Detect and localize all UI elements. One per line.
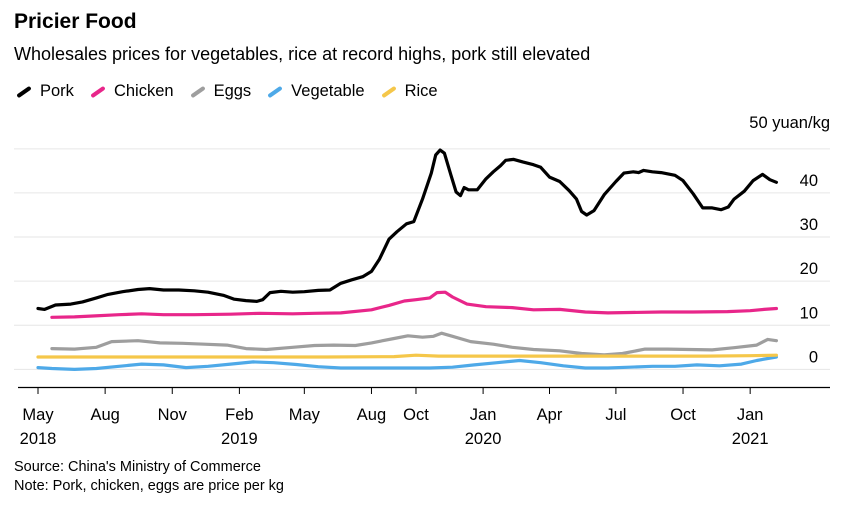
- x-year-label: 2021: [732, 430, 769, 448]
- x-tick-label: Aug: [357, 406, 386, 424]
- series-line-chicken: [50, 290, 778, 319]
- x-tick-label: Nov: [158, 406, 188, 424]
- series-line-vegetable: [36, 355, 778, 371]
- x-tick-label: May: [289, 406, 321, 424]
- legend-label-rice: Rice: [404, 82, 438, 100]
- legend-label-eggs: Eggs: [213, 82, 252, 100]
- legend-item-rice: Rice: [380, 82, 438, 101]
- legend-label-vegetable: Vegetable: [291, 82, 365, 100]
- legend-item-pork: Pork: [16, 82, 74, 101]
- series-line-eggs: [50, 331, 778, 357]
- legend-item-chicken: Chicken: [90, 82, 174, 101]
- series-lines: [36, 148, 778, 371]
- chart-subtitle: Wholesales prices for vegetables, rice a…: [14, 44, 591, 64]
- x-year-label: 2018: [20, 430, 57, 448]
- chart-legend: Pork Chicken Eggs Vegetable Rice: [16, 82, 454, 101]
- x-tick-label: Oct: [670, 406, 696, 424]
- y-unit-label: 50 yuan/kg: [749, 114, 830, 132]
- x-tick-label: Oct: [403, 406, 429, 424]
- x-axis: May 2018 Aug Nov Feb 2019 May Aug Oct Jan 2020 Apr J…: [18, 386, 830, 448]
- legend-label-pork: Pork: [40, 82, 74, 100]
- y-tick-label: 0: [809, 348, 818, 366]
- y-tick-label: 40: [800, 172, 818, 190]
- y-tick-label: 20: [800, 260, 818, 278]
- y-tick-label: 30: [800, 216, 818, 234]
- chart-title: Pricier Food: [14, 10, 137, 33]
- legend-label-chicken: Chicken: [113, 82, 174, 100]
- y-axis-labels: 0 10 20 30 40: [800, 172, 818, 366]
- footnote: Note: Pork, chicken, eggs are price per …: [14, 478, 284, 494]
- x-tick-label: Aug: [90, 406, 119, 424]
- x-year-label: 2020: [465, 430, 502, 448]
- x-tick-label: May: [22, 406, 54, 424]
- series-line-pork: [36, 148, 778, 311]
- x-tick-label: Jan: [470, 406, 497, 424]
- legend-item-vegetable: Vegetable: [267, 82, 365, 101]
- series-line-rice: [36, 353, 778, 359]
- x-year-label: 2019: [221, 430, 258, 448]
- x-tick-label: Jan: [737, 406, 764, 424]
- x-tick-label: Jul: [605, 406, 626, 424]
- source-note: Source: China's Ministry of Commerce: [14, 459, 261, 475]
- y-tick-label: 10: [800, 304, 818, 322]
- x-tick-label: Feb: [225, 406, 253, 424]
- legend-item-eggs: Eggs: [189, 82, 252, 101]
- x-tick-label: Apr: [537, 406, 563, 424]
